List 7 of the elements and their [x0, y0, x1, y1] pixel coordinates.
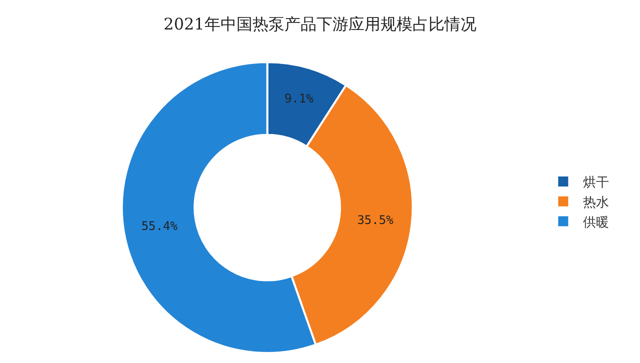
chart-title: 2021年中国热泵产品下游应用规模占比情况 [164, 14, 476, 34]
data-label: 35.5% [357, 213, 394, 228]
data-label: 9.1% [284, 92, 314, 106]
legend-label: 热水 [583, 195, 610, 210]
legend-label: 供暖 [583, 215, 610, 230]
data-label: 55.4% [141, 218, 178, 233]
legend-label: 烘干 [583, 176, 610, 191]
